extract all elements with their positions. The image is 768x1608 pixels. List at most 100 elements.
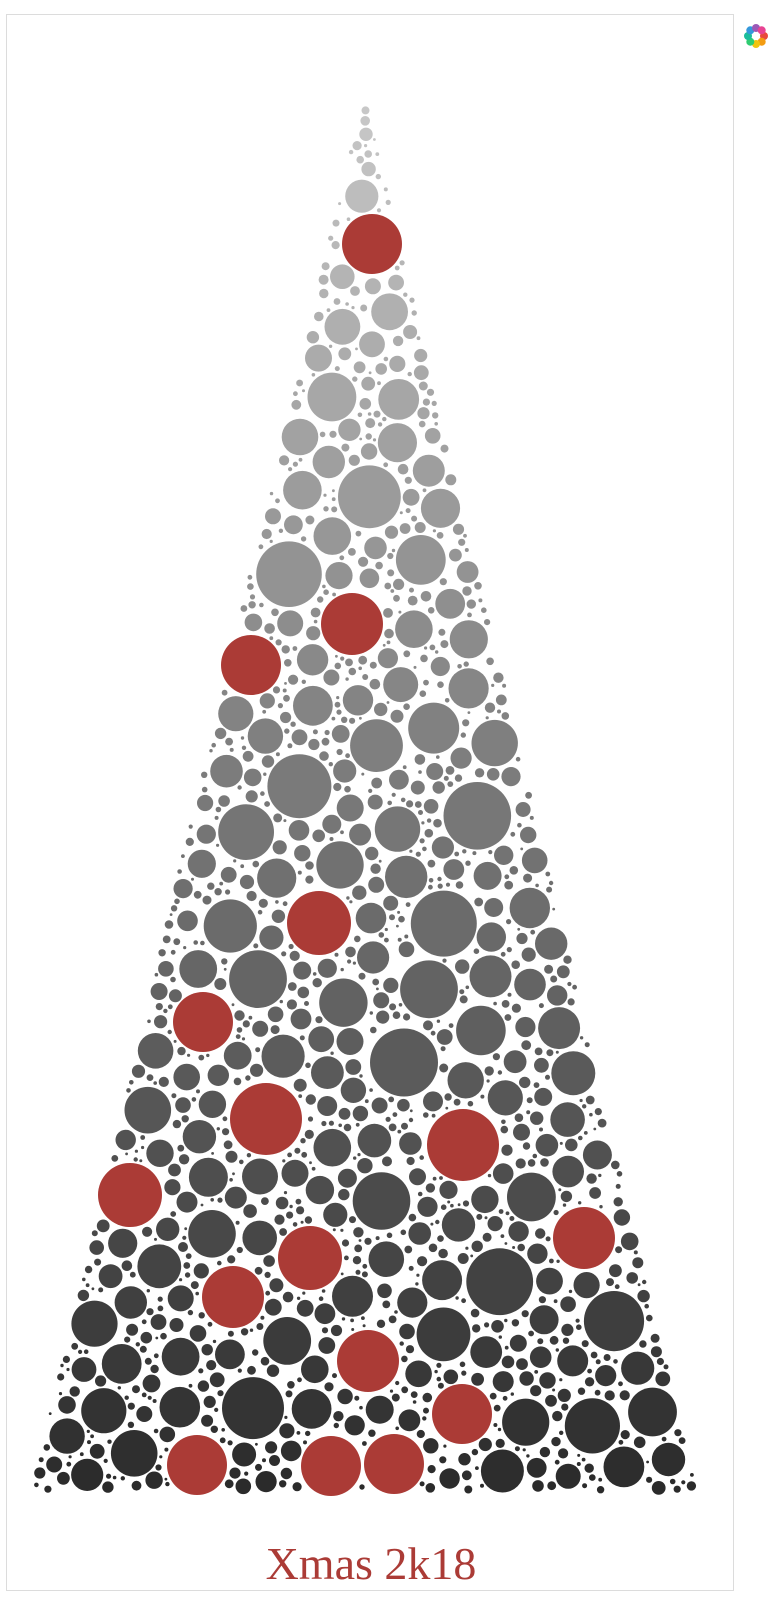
foliage-bubble xyxy=(108,1228,138,1258)
foliage-bubble xyxy=(497,709,501,714)
foliage-bubble xyxy=(459,995,468,1004)
foliage-bubble xyxy=(674,1429,682,1437)
foliage-bubble xyxy=(378,379,420,420)
foliage-bubble xyxy=(223,1140,233,1150)
foliage-bubble xyxy=(222,1128,230,1136)
foliage-bubble xyxy=(440,1204,447,1210)
foliage-bubble xyxy=(338,1188,350,1201)
foliage-bubble xyxy=(57,1373,65,1381)
foliage-bubble xyxy=(441,1208,476,1242)
foliage-bubble xyxy=(300,1220,304,1224)
foliage-bubble xyxy=(395,535,446,585)
foliage-bubble xyxy=(330,1051,334,1055)
foliage-bubble xyxy=(349,900,353,904)
foliage-bubble xyxy=(328,235,334,241)
foliage-bubble xyxy=(281,645,290,654)
foliage-bubble xyxy=(409,1109,413,1113)
foliage-bubble xyxy=(196,1089,200,1094)
foliage-bubble xyxy=(164,1477,168,1481)
foliage-bubble xyxy=(369,1088,373,1092)
foliage-bubble xyxy=(410,890,477,957)
foliage-bubble xyxy=(517,822,522,828)
foliage-bubble xyxy=(431,1113,436,1118)
foliage-bubble xyxy=(436,755,440,759)
foliage-bubble xyxy=(398,941,415,958)
foliage-bubble xyxy=(498,1335,502,1339)
foliage-bubble xyxy=(306,626,321,641)
foliage-bubble xyxy=(321,1289,326,1293)
foliage-bubble xyxy=(354,1395,360,1401)
foliage-bubble xyxy=(177,869,182,874)
foliage-bubble xyxy=(334,952,339,957)
foliage-bubble xyxy=(584,1377,595,1387)
foliage-bubble xyxy=(392,1112,398,1117)
foliage-bubble xyxy=(436,1362,442,1368)
foliage-bubble xyxy=(332,1275,373,1317)
foliage-bubble xyxy=(510,831,516,837)
foliage-bubble xyxy=(212,1339,217,1344)
foliage-bubble xyxy=(286,1211,294,1219)
foliage-bubble xyxy=(471,1448,479,1456)
foliage-bubble xyxy=(522,1448,526,1452)
foliage-bubble xyxy=(423,1407,429,1414)
christmas-tree xyxy=(34,106,697,1496)
color-wheel-dot xyxy=(757,26,766,35)
foliage-bubble xyxy=(426,818,432,823)
foliage-bubble xyxy=(403,325,418,339)
foliage-bubble xyxy=(211,742,216,748)
foliage-bubble xyxy=(352,885,367,900)
foliage-bubble xyxy=(352,961,356,965)
foliage-bubble xyxy=(422,1260,463,1301)
foliage-bubble xyxy=(534,1087,553,1106)
foliage-bubble xyxy=(520,826,537,844)
color-wheel-icon[interactable] xyxy=(742,20,768,52)
foliage-bubble xyxy=(362,674,369,680)
foliage-bubble xyxy=(538,1296,547,1304)
foliage-bubble xyxy=(399,260,405,266)
foliage-bubble xyxy=(296,1296,301,1301)
foliage-bubble xyxy=(173,1039,177,1043)
foliage-bubble xyxy=(559,1141,563,1145)
foliage-bubble xyxy=(391,1393,400,1402)
foliage-bubble xyxy=(613,1209,631,1226)
foliage-bubble xyxy=(546,886,553,893)
foliage-bubble xyxy=(240,864,245,869)
foliage-bubble xyxy=(378,859,382,863)
foliage-bubble xyxy=(227,1255,236,1264)
ornament xyxy=(221,635,281,695)
foliage-bubble xyxy=(163,1008,168,1014)
foliage-bubble xyxy=(318,1337,336,1354)
foliage-bubble xyxy=(517,927,521,931)
foliage-bubble xyxy=(103,1458,108,1463)
foliage-bubble xyxy=(257,909,263,915)
foliage-bubble xyxy=(595,1359,601,1365)
foliage-bubble xyxy=(577,1453,581,1457)
foliage-bubble xyxy=(521,847,548,874)
foliage-bubble xyxy=(395,610,433,648)
foliage-bubble xyxy=(405,1360,432,1388)
foliage-bubble xyxy=(514,968,546,1001)
foliage-bubble xyxy=(504,1014,512,1021)
foliage-bubble xyxy=(332,219,340,227)
foliage-bubble xyxy=(329,430,337,438)
foliage-bubble xyxy=(646,1314,653,1322)
foliage-bubble xyxy=(305,1062,311,1069)
foliage-bubble xyxy=(529,1305,559,1335)
foliage-bubble xyxy=(332,1373,337,1379)
foliage-bubble xyxy=(359,716,362,720)
foliage-bubble xyxy=(415,1282,419,1286)
foliage-bubble xyxy=(473,948,480,954)
foliage-bubble xyxy=(544,964,554,974)
foliage-bubble xyxy=(170,905,178,912)
foliage-bubble xyxy=(397,463,409,475)
foliage-bubble xyxy=(410,1391,418,1398)
foliage-bubble xyxy=(256,541,322,607)
foliage-bubble xyxy=(545,1236,551,1242)
ornament xyxy=(342,214,402,274)
foliage-bubble xyxy=(319,978,368,1027)
foliage-bubble xyxy=(200,1203,204,1207)
foliage-bubble xyxy=(91,1230,98,1237)
foliage-bubble xyxy=(177,1046,186,1056)
foliage-bubble xyxy=(420,488,461,528)
foliage-bubble xyxy=(473,861,502,890)
